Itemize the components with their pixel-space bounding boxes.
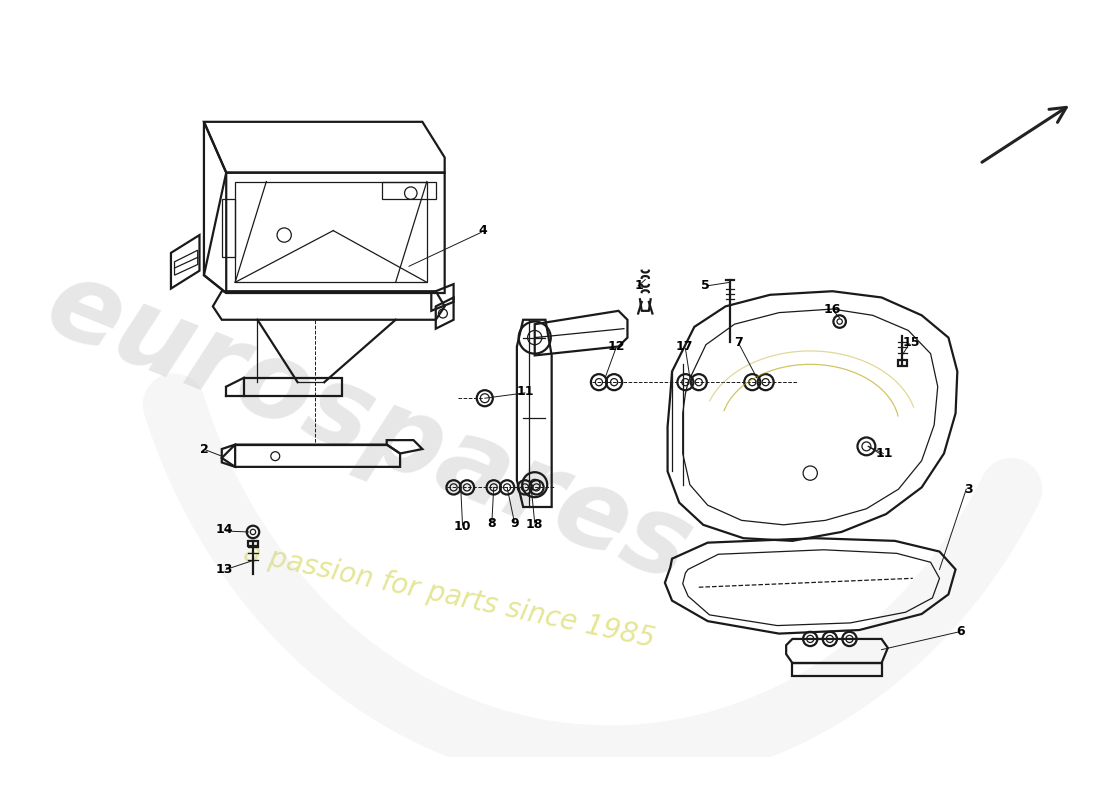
Text: 17: 17: [675, 340, 693, 353]
Text: 15: 15: [902, 335, 920, 349]
Text: a passion for parts since 1985: a passion for parts since 1985: [241, 539, 658, 654]
Text: 4: 4: [478, 224, 487, 237]
Text: eurospares: eurospares: [31, 250, 706, 604]
Text: 1: 1: [635, 279, 643, 292]
Text: 5: 5: [701, 279, 710, 292]
Text: 6: 6: [957, 626, 965, 638]
Text: 7: 7: [734, 335, 742, 349]
FancyArrowPatch shape: [982, 107, 1066, 162]
Text: 16: 16: [824, 302, 842, 315]
Text: 8: 8: [487, 517, 496, 530]
Text: 18: 18: [526, 518, 543, 531]
Text: 10: 10: [454, 520, 471, 533]
Text: 13: 13: [216, 563, 233, 576]
Text: 9: 9: [510, 517, 518, 530]
Text: 14: 14: [216, 522, 233, 536]
Text: 2: 2: [199, 443, 208, 457]
Text: 12: 12: [607, 340, 625, 353]
Text: 11: 11: [876, 447, 893, 460]
Text: 3: 3: [964, 482, 972, 496]
Text: 11: 11: [516, 385, 534, 398]
